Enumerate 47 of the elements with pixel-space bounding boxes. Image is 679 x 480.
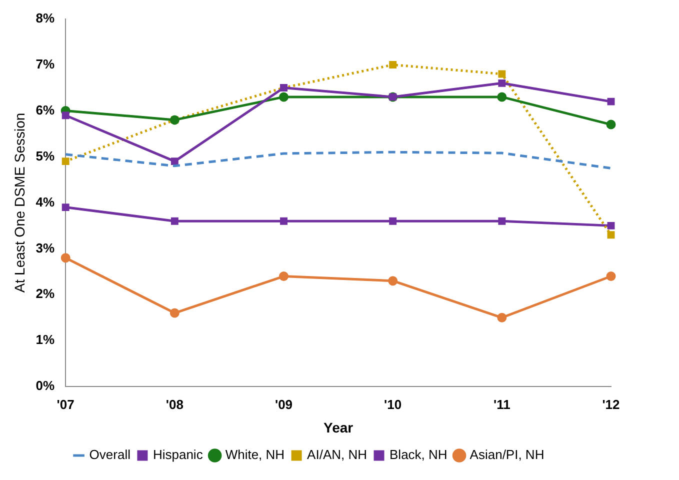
point	[62, 112, 70, 120]
point	[498, 70, 506, 78]
point	[498, 79, 506, 87]
point	[606, 272, 616, 282]
y-tick-label: 0%	[36, 378, 56, 394]
line-series	[64, 150, 612, 170]
point	[497, 312, 507, 322]
legend-label: Hispanic	[152, 447, 204, 462]
point	[62, 204, 70, 212]
point	[497, 92, 507, 102]
legend-label: Overall	[89, 447, 131, 462]
y-tick-label: 2%	[36, 286, 56, 302]
point	[498, 217, 506, 225]
y-tick-label: 1%	[36, 332, 56, 348]
y-tick-label: 8%	[36, 10, 56, 26]
x-tick-label: '12	[602, 396, 620, 412]
point	[388, 276, 398, 286]
legend-label: AI/AN, NH	[307, 447, 368, 462]
point	[606, 120, 616, 130]
x-tick-label: '11	[493, 396, 510, 412]
y-tick-label: 6%	[36, 102, 56, 118]
point	[279, 92, 289, 102]
legend-label: White, NH	[225, 447, 285, 462]
point	[607, 222, 615, 230]
point	[607, 98, 615, 106]
x-tick-label: '08	[166, 396, 184, 412]
point	[389, 217, 397, 225]
y-tick-label: 5%	[36, 148, 56, 164]
y-tick-label: 4%	[36, 194, 56, 210]
y-tick-label: 3%	[36, 240, 56, 256]
point	[60, 253, 70, 263]
y-axis-title: At Least One DSME Session	[11, 112, 28, 293]
point	[170, 217, 178, 225]
legend-label: Asian/PI, NH	[470, 447, 544, 462]
point	[170, 158, 178, 166]
x-axis-title: Year	[324, 419, 354, 436]
point	[607, 231, 615, 239]
x-tick-label: '07	[56, 396, 74, 412]
point	[62, 158, 70, 166]
point	[389, 61, 397, 68]
x-tick-label: '10	[384, 396, 402, 412]
x-tick-label: '09	[274, 396, 293, 412]
point	[279, 272, 289, 282]
point	[280, 217, 288, 225]
y-tick-label: 7%	[36, 56, 56, 72]
point	[170, 308, 180, 318]
legend-label: Black, NH	[390, 447, 448, 462]
